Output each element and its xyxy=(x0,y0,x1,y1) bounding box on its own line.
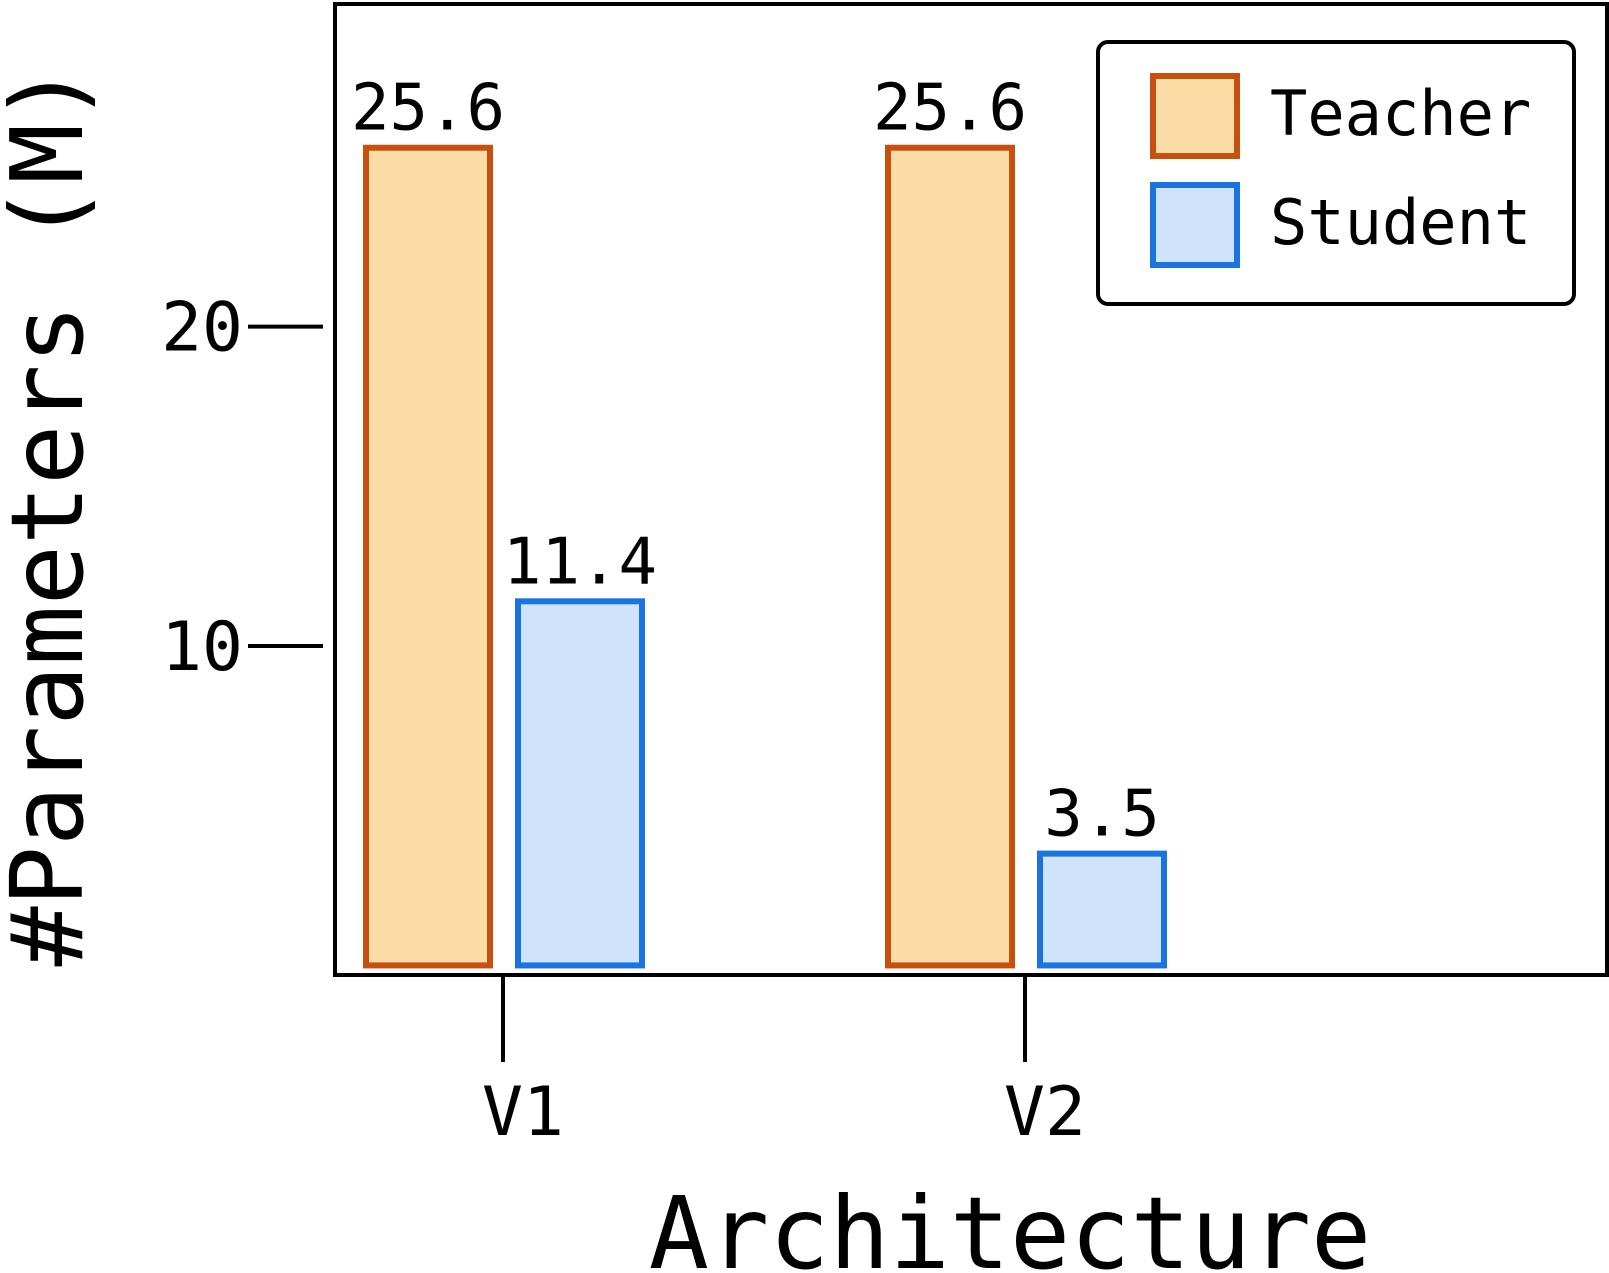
x-tick-label-v2: V2 xyxy=(1004,1073,1086,1152)
plot-frame xyxy=(333,2,1609,977)
y-tick-label-10: 10 xyxy=(161,608,243,687)
y-tick-label-20: 20 xyxy=(161,289,243,368)
x-tick-label-v1: V1 xyxy=(482,1073,564,1152)
value-label-teacher-v2: 25.6 xyxy=(873,72,1027,146)
bars-layer: 25.6 11.4 25.6 3.5 xyxy=(351,72,1167,969)
legend-label-teacher: Teacher xyxy=(1270,77,1531,150)
bar-student-v1 xyxy=(515,598,645,969)
bar-teacher-v1 xyxy=(363,144,493,969)
bar-student-v2 xyxy=(1037,850,1167,969)
value-label-student-v1: 11.4 xyxy=(503,525,657,599)
y-axis-label: #Parameters (M) xyxy=(0,63,106,966)
value-label-student-v2: 3.5 xyxy=(1044,778,1160,852)
x-axis-label: Architecture xyxy=(649,1175,1371,1273)
legend-swatch-student xyxy=(1150,182,1240,268)
legend-swatch-teacher xyxy=(1150,73,1240,159)
value-label-teacher-v1: 25.6 xyxy=(351,72,505,146)
bar-teacher-v2 xyxy=(885,144,1015,969)
legend: Teacher Student xyxy=(1096,40,1576,306)
ticks-layer: 10 20 V1 V2 xyxy=(161,289,1086,1152)
legend-label-student: Student xyxy=(1270,186,1531,259)
